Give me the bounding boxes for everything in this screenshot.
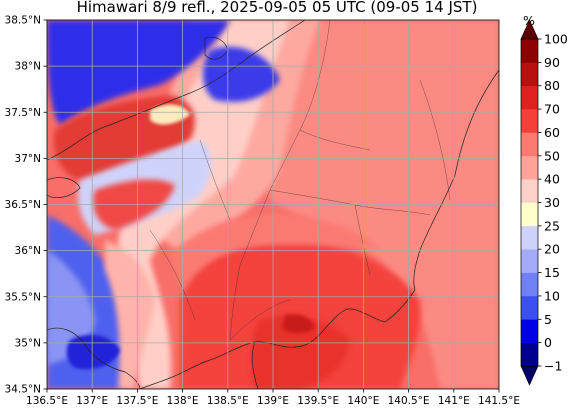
colorbar-segment	[521, 85, 538, 110]
prefecture-border-3	[354, 204, 371, 276]
reflectance-5-10-area-north	[203, 46, 280, 102]
colorbar-tick-label: 50	[544, 148, 560, 163]
latitude-axis: 34.5°N 35°N 35.5°N 36°N 36.5°N 37°N 37.5°N 38°N…	[5, 15, 47, 396]
lat-tick-label: 38.5°N	[5, 15, 41, 27]
coastline-izu-peninsula	[251, 341, 259, 389]
prefecture-border-2	[269, 189, 431, 216]
lon-tick-label: 138°E	[167, 395, 199, 407]
lat-tick-label: 35°N	[15, 337, 41, 349]
colorbar-tick-label: 15	[544, 265, 560, 280]
coastline-noto-peninsula	[47, 177, 81, 198]
colorbar-tick-label: 100	[544, 32, 568, 47]
colorbar-tick-label: 10	[544, 288, 560, 303]
lat-tick-label: 37.5°N	[5, 107, 41, 119]
coastline-honshu-east	[139, 69, 499, 389]
map-title-text: Himawari 8/9 refl., 2025-09-05 05 UTC (0…	[76, 0, 478, 16]
colorbar-tick-label: 40	[544, 172, 560, 187]
lon-tick-label: 137°E	[76, 395, 108, 407]
colorbar-tick-label: 0	[544, 335, 552, 350]
lon-tick-label: 138.5°E	[207, 395, 249, 407]
prefecture-border-6	[149, 229, 196, 321]
colorbar-segment	[521, 319, 538, 343]
coastline-ise-bay	[47, 327, 141, 389]
reflectance-50-60-area-coast	[170, 214, 380, 290]
prefecture-border-8	[229, 299, 291, 341]
lon-tick-label: 140°E	[347, 395, 379, 407]
colorbar-segment	[521, 249, 538, 273]
lat-tick-label: 35.5°N	[5, 291, 41, 303]
lon-tick-label: 139.5°E	[297, 395, 339, 407]
prefecture-border-1	[269, 20, 331, 191]
longitude-axis: 136.5°E 137°E 137.5°E 138°E 138.5°E 139°E 139.…	[26, 389, 520, 407]
colorbar-tick-label: 30	[544, 195, 560, 210]
prefecture-borders	[149, 20, 451, 341]
colorbar-segment	[521, 202, 538, 227]
reflectance-60-70-area-southeast	[251, 315, 350, 389]
colorbar-segment	[521, 62, 538, 87]
reflectance-0-5-area-south	[66, 334, 120, 370]
colorbar-segment	[521, 272, 538, 297]
reflectance-0-10-area-northwest	[47, 20, 230, 125]
reflectance-25-30-strip	[150, 104, 190, 125]
lat-tick-label: 34.5°N	[5, 384, 41, 396]
colorbar-ticks: −1 0 5 10 15 20 25 30 40 50 60 70 80 90 100	[538, 32, 568, 374]
colorbar-segment	[521, 132, 538, 157]
reflectance-30-40-area-southwest	[105, 240, 155, 389]
reflectance-70-80-area-south	[282, 314, 315, 334]
colorbar-tick-label: 5	[544, 312, 552, 327]
colorbar-tick-label: 70	[544, 102, 560, 117]
colorbar-tick-label: −1	[544, 359, 562, 374]
colorbar-segment	[521, 179, 538, 203]
colorbar-extend-min	[520, 365, 539, 386]
lon-tick-label: 139°E	[257, 395, 289, 407]
colorbar-segments	[521, 39, 538, 367]
colorbar-segment	[521, 155, 538, 180]
lon-tick-label: 141°E	[438, 395, 470, 407]
lat-tick-label: 36.5°N	[5, 199, 41, 211]
lon-tick-label: 136.5°E	[26, 395, 68, 407]
prefecture-border-4	[229, 189, 271, 341]
colorbar-segment	[521, 342, 538, 367]
colorbar-segment	[521, 109, 538, 133]
lon-tick-label: 141.5°E	[478, 395, 520, 407]
colorbar-tick-label: 25	[544, 218, 560, 233]
colorbar-tick-label: 90	[544, 55, 560, 70]
colorbar-segment	[521, 295, 538, 320]
lon-tick-label: 137.5°E	[116, 395, 158, 407]
prefecture-border-5	[199, 139, 231, 221]
map-title: Himawari 8/9 refl., 2025-09-05 05 UTC (0…	[0, 0, 571, 18]
gridlines	[47, 20, 499, 389]
colorbar-tick-label: 60	[544, 125, 560, 140]
colorbar-segment	[521, 225, 538, 250]
lat-tick-label: 36°N	[15, 245, 41, 257]
map-panel	[47, 20, 499, 389]
colorbar-segment	[521, 39, 538, 63]
lat-tick-label: 37°N	[15, 153, 41, 165]
colorbar-tick-label: 20	[544, 242, 560, 257]
lat-tick-label: 38°N	[15, 61, 41, 73]
prefecture-border-9	[419, 79, 451, 201]
colorbar-tick-label: 80	[544, 78, 560, 93]
lon-tick-label: 140.5°E	[388, 395, 430, 407]
